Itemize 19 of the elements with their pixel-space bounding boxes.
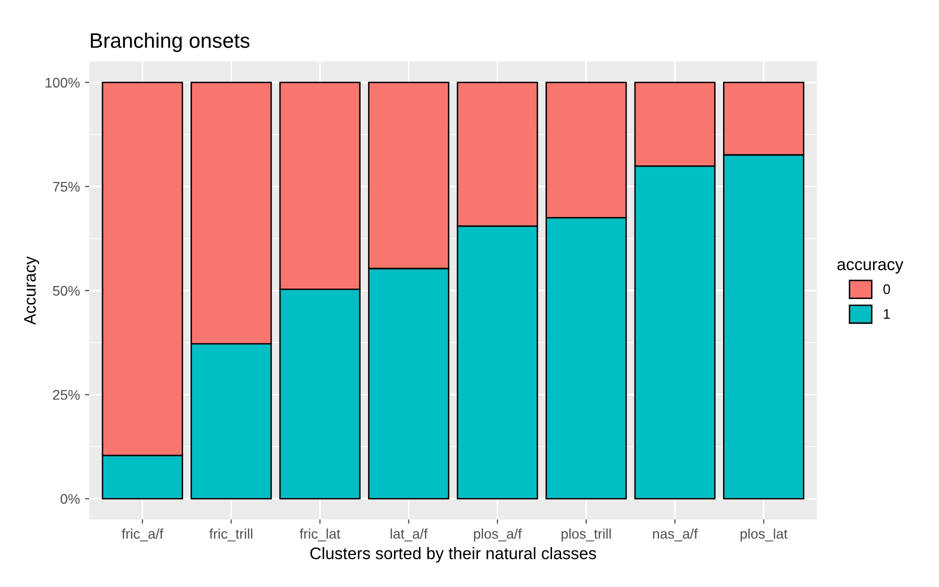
x-tick-label: plos_a/f [474,528,522,542]
legend-label: 1 [884,309,890,319]
x-tick-label: fric_trill [209,528,252,542]
y-tick-label: 100% [46,78,80,88]
chart-title: Branching onsets [90,32,250,52]
x-tick-label: fric_lat [300,528,340,542]
x-tick-label: nas_a/f [653,528,698,542]
x-tick-label: plos_lat [740,528,788,542]
y-tick-label: 25% [53,390,80,400]
y-tick-label: 75% [53,182,80,192]
legend-label: 0 [883,284,890,294]
x-tick-label: lat_a/f [390,528,428,542]
y-tick-label: 50% [52,286,80,296]
legend-title: accuracy [837,261,904,274]
y-tick-label: 0% [60,494,80,504]
x-tick-label: plos_trill [562,528,611,542]
x-axis-title: Clusters sorted by their natural classes [310,547,596,563]
y-axis-title: Accuracy [24,256,40,325]
x-tick-label: fric_a/f [122,528,164,542]
